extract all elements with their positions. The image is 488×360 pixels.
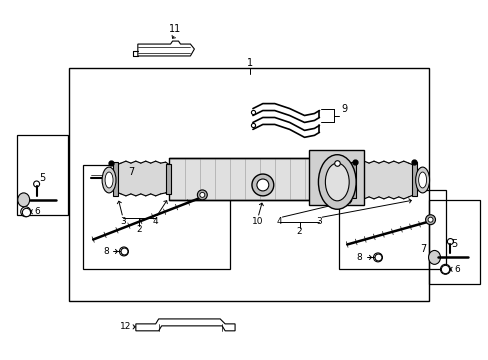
Bar: [168, 158, 352, 200]
Bar: [83, 165, 230, 269]
Ellipse shape: [34, 181, 40, 187]
Bar: [113, 162, 118, 196]
Ellipse shape: [105, 172, 113, 188]
Bar: [350, 162, 355, 198]
Ellipse shape: [427, 217, 432, 222]
Text: 4: 4: [153, 217, 158, 226]
Text: 6: 6: [35, 207, 41, 216]
Text: 4: 4: [276, 217, 282, 226]
Ellipse shape: [425, 215, 435, 225]
Polygon shape: [353, 161, 413, 199]
Ellipse shape: [427, 251, 440, 264]
Ellipse shape: [18, 193, 30, 207]
Polygon shape: [136, 319, 235, 331]
Text: 10: 10: [252, 217, 263, 226]
Text: 1: 1: [246, 58, 252, 68]
Ellipse shape: [256, 179, 268, 191]
Ellipse shape: [102, 167, 116, 193]
Ellipse shape: [325, 163, 348, 201]
Text: 11: 11: [169, 24, 181, 34]
Text: 8: 8: [103, 247, 109, 256]
Text: 2: 2: [136, 225, 142, 234]
Text: 2: 2: [296, 227, 302, 236]
Polygon shape: [138, 41, 194, 56]
Bar: [165, 164, 170, 194]
Text: 5: 5: [40, 173, 45, 183]
Ellipse shape: [200, 192, 204, 197]
Ellipse shape: [119, 247, 128, 256]
Ellipse shape: [447, 239, 452, 244]
Ellipse shape: [251, 174, 273, 196]
Ellipse shape: [197, 190, 207, 200]
Polygon shape: [116, 161, 168, 196]
Ellipse shape: [415, 167, 428, 193]
Text: 8: 8: [355, 253, 361, 262]
Bar: [69, 68, 427, 301]
Bar: [427, 200, 479, 284]
Text: 7: 7: [420, 244, 426, 255]
Bar: [411, 162, 416, 196]
Text: 6: 6: [453, 265, 459, 274]
Text: 5: 5: [450, 239, 457, 249]
Bar: [339, 190, 446, 269]
Bar: [309, 150, 364, 205]
Text: 7: 7: [127, 167, 134, 177]
Text: 12: 12: [120, 322, 131, 331]
Bar: [17, 135, 68, 215]
Text: 9: 9: [341, 104, 346, 113]
Text: 3: 3: [120, 217, 125, 226]
Ellipse shape: [418, 172, 426, 188]
Ellipse shape: [20, 207, 31, 217]
Text: 3: 3: [316, 217, 322, 226]
Ellipse shape: [440, 264, 449, 274]
Ellipse shape: [373, 253, 382, 262]
Ellipse shape: [318, 155, 355, 209]
